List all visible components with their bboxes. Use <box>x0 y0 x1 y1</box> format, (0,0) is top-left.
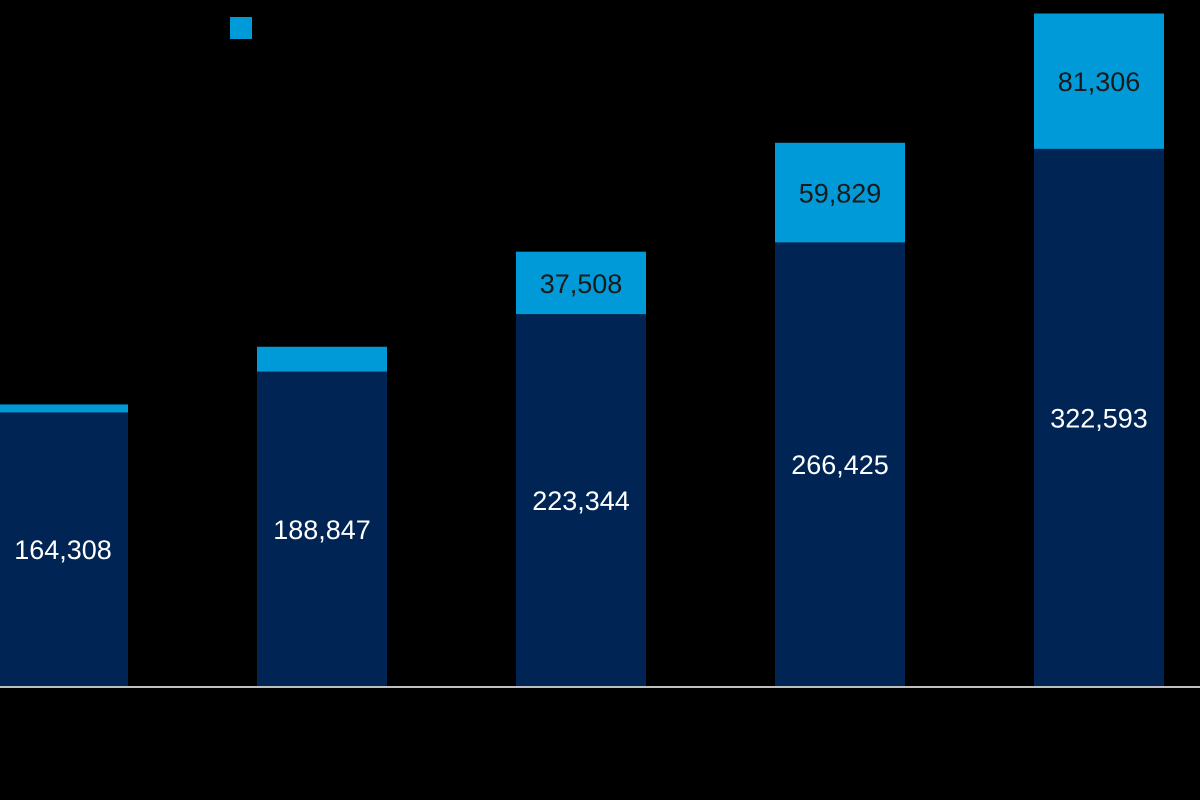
legend-swatch <box>230 17 252 39</box>
data-label-base-3: 223,344 <box>532 486 630 516</box>
bar-segment-top-1 <box>0 404 128 413</box>
bars-group <box>0 13 1164 686</box>
data-label-base-5: 322,593 <box>1050 403 1148 433</box>
bar-segment-top-5 <box>1034 13 1164 149</box>
bar-segment-base-2 <box>257 371 387 686</box>
data-label-top-3: 37,508 <box>540 269 623 299</box>
bar-segment-top-4 <box>775 142 905 243</box>
data-label-top-4: 59,829 <box>799 179 882 209</box>
data-label-base-1: 164,308 <box>14 535 112 565</box>
data-label-base-2: 188,847 <box>273 515 371 545</box>
data-label-base-4: 266,425 <box>791 450 889 480</box>
data-label-top-5: 81,306 <box>1058 67 1141 97</box>
data-labels-group: 164,308 188,847 223,344 37,508 266,425 59,829… <box>14 67 1148 565</box>
bar-segment-base-5 <box>1034 148 1164 686</box>
bar-segment-top-3 <box>516 251 646 315</box>
bar-segment-top-2 <box>257 346 387 372</box>
bar-segment-base-3 <box>516 314 646 686</box>
bar-segment-base-1 <box>0 412 128 686</box>
bar-segment-base-4 <box>775 242 905 686</box>
